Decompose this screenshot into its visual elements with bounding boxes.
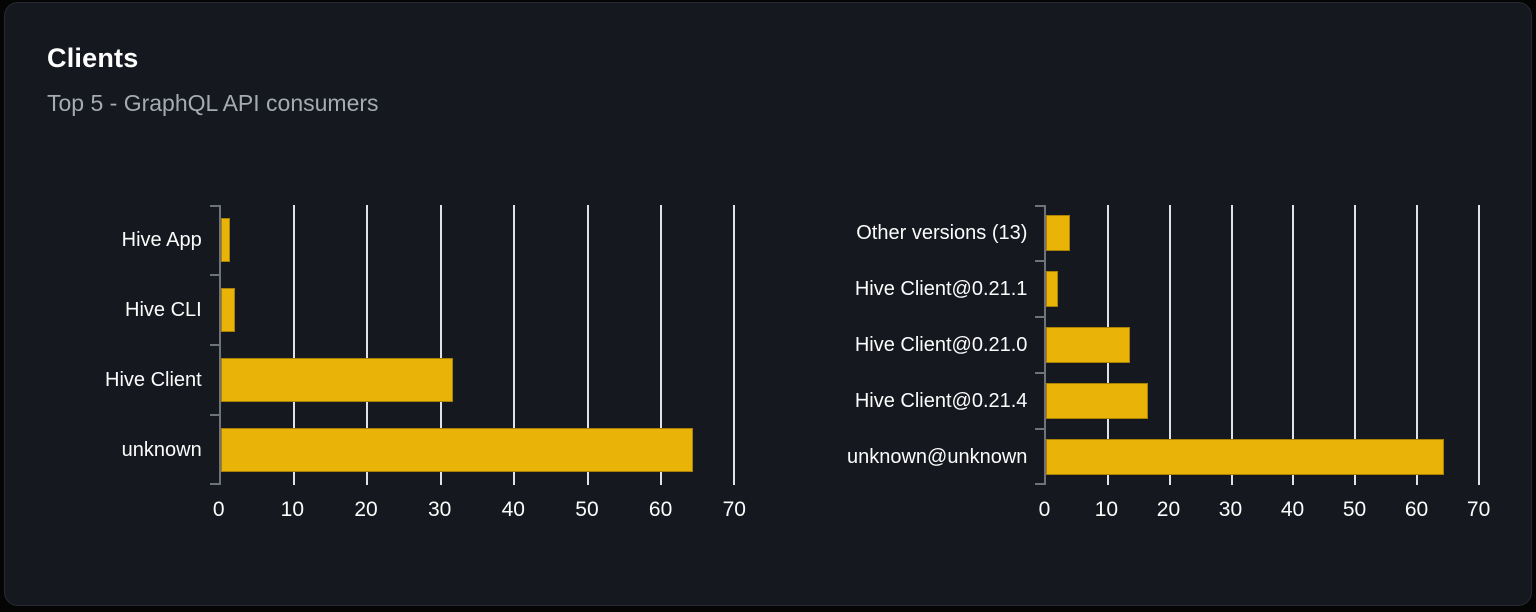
y-axis-tick — [1035, 205, 1045, 207]
gridline — [1230, 205, 1233, 485]
x-tick-label: 20 — [354, 498, 378, 521]
y-axis-tick — [209, 414, 219, 416]
y-axis-tick — [1035, 372, 1045, 374]
bar — [220, 427, 694, 473]
y-axis-tick — [1035, 428, 1045, 430]
client-versions-bar-chart: Other versions (13) Hive Client@0.21.1 Hiv… — [847, 205, 1491, 531]
bar — [1046, 327, 1131, 363]
bar — [220, 357, 454, 403]
plot-area — [1035, 205, 1491, 485]
x-tick-label: 70 — [722, 498, 746, 521]
y-axis-tick — [209, 274, 219, 276]
x-tick-label: 0 — [212, 498, 225, 521]
x-tick-label: 40 — [501, 498, 525, 521]
clients-card: Clients Top 5 - GraphQL API consumers Hi… — [4, 2, 1532, 606]
gridline — [1415, 205, 1418, 485]
x-tick-label: 40 — [1280, 498, 1305, 521]
category-label: Other versions (13) — [856, 221, 1028, 244]
gridline — [1477, 205, 1480, 485]
gridline — [586, 205, 589, 485]
category-label: unknown@unknown — [847, 445, 1028, 468]
category-label: Hive Client@0.21.0 — [854, 333, 1028, 356]
gridline — [1292, 205, 1295, 485]
x-tick-label: 60 — [1404, 498, 1429, 521]
x-tick-label: 30 — [427, 498, 452, 521]
gridline — [733, 205, 736, 485]
y-axis-tick — [209, 344, 219, 346]
bar — [220, 217, 230, 263]
category-label: Hive App — [121, 228, 202, 251]
bar — [1046, 439, 1445, 475]
x-tick-label: 10 — [280, 498, 305, 521]
category-label: Hive CLI — [125, 298, 202, 321]
gridline — [439, 205, 442, 485]
y-axis-tick — [1035, 260, 1045, 262]
x-tick-label: 20 — [1156, 498, 1181, 521]
y-axis-tick — [209, 483, 219, 485]
gridline — [293, 205, 296, 485]
category-label: Hive Client@0.21.1 — [854, 277, 1028, 300]
bar — [1046, 383, 1148, 419]
x-tick-label: 50 — [575, 498, 599, 521]
bar — [1046, 215, 1070, 251]
category-label: unknown — [121, 438, 202, 461]
clients-bar-chart: Hive App Hive CLI Hive Client unknown 0 10 20 3… — [105, 205, 749, 531]
x-tick-label: 70 — [1466, 498, 1491, 521]
gridline — [659, 205, 662, 485]
category-labels: Other versions (13) Hive Client@0.21.1 Hiv… — [847, 205, 1044, 485]
x-tick-label: 0 — [1038, 498, 1051, 521]
gridline — [1354, 205, 1357, 485]
x-tick-label: 50 — [1342, 498, 1367, 521]
card-title: Clients — [47, 43, 139, 73]
card-subtitle: Top 5 - GraphQL API consumers — [47, 90, 379, 116]
gridline — [366, 205, 369, 485]
gridline — [513, 205, 516, 485]
charts-row: Hive App Hive CLI Hive Client unknown 0 10 20 3… — [105, 205, 1491, 531]
y-axis-tick — [1035, 316, 1045, 318]
card-header: Clients Top 5 - GraphQL API consumers — [5, 3, 1531, 117]
bar — [1046, 271, 1058, 307]
plot-area — [209, 205, 749, 485]
category-labels: Hive App Hive CLI Hive Client unknown — [105, 205, 219, 485]
y-axis-tick — [209, 205, 219, 207]
bar — [220, 287, 235, 333]
category-label: Hive Client@0.21.4 — [854, 389, 1028, 412]
axis-spacer — [105, 485, 219, 531]
x-axis-labels: 0 10 20 30 40 50 60 70 — [1039, 485, 1491, 531]
x-tick-label: 60 — [648, 498, 673, 521]
axis-spacer — [847, 485, 1044, 531]
y-axis-tick — [1035, 483, 1045, 485]
gridline — [1168, 205, 1171, 485]
category-label: Hive Client — [105, 368, 202, 391]
x-axis-labels: 0 10 20 30 40 50 60 70 — [213, 485, 749, 531]
x-tick-label: 30 — [1218, 498, 1243, 521]
x-tick-label: 10 — [1094, 498, 1119, 521]
